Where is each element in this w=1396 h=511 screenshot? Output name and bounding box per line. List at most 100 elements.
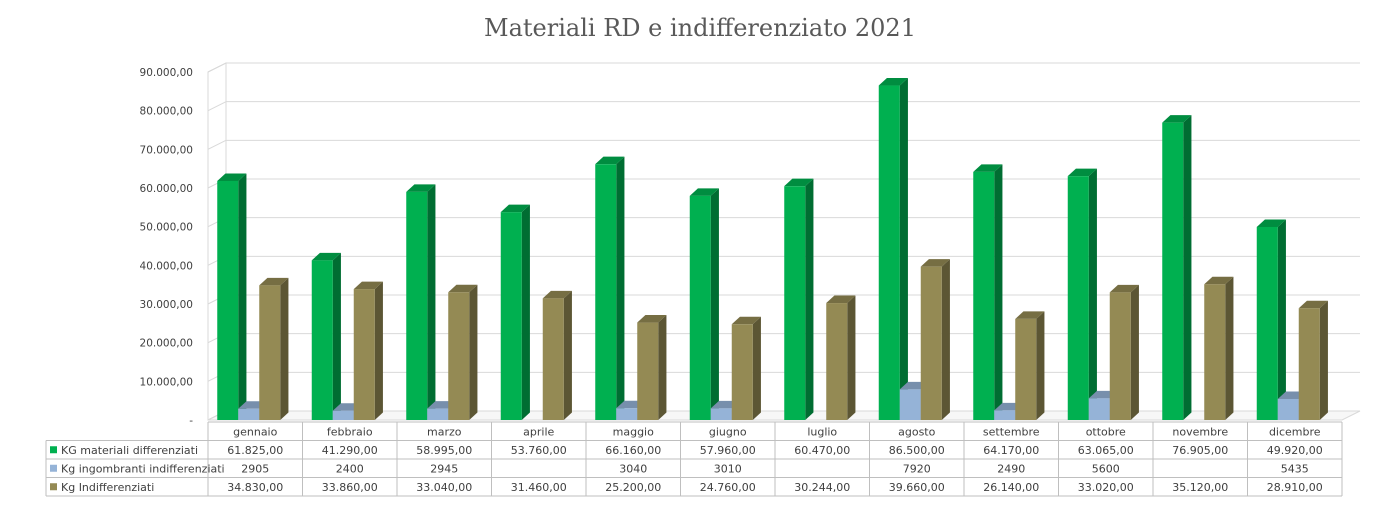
legend-label: Kg Indifferenziati: [61, 481, 154, 494]
bar-front: [731, 324, 753, 420]
bar: [217, 173, 247, 420]
data-label: 25.200,00: [605, 481, 661, 494]
gridline-depth: [207, 139, 227, 150]
legend-label: Kg ingombranti indifferenziati: [61, 463, 225, 476]
bar-front: [1067, 176, 1089, 420]
bar-front: [1109, 292, 1131, 420]
data-label: 86.500,00: [889, 444, 945, 457]
bar-side: [658, 315, 667, 420]
bar: [784, 178, 814, 420]
bar-side: [1130, 284, 1139, 420]
bar-side: [994, 164, 1003, 420]
data-label: 60.470,00: [794, 444, 850, 457]
bar-top: [1162, 115, 1192, 123]
y-tick-label: 60.000,00: [140, 183, 193, 195]
data-label: 57.960,00: [700, 444, 756, 457]
bar-top: [1298, 300, 1328, 309]
bar: [826, 295, 856, 420]
bar: [1162, 115, 1192, 420]
bar-side: [616, 156, 625, 420]
bar-top: [406, 184, 436, 192]
bar-side: [899, 78, 908, 421]
data-label: 66.160,00: [605, 444, 661, 457]
x-tick-label: maggio: [613, 426, 654, 439]
bar-top: [1067, 168, 1097, 177]
bar-top: [500, 204, 530, 213]
bar-front: [217, 180, 239, 420]
bar: [878, 78, 908, 421]
bar-side: [1319, 300, 1328, 420]
bar-front: [920, 266, 942, 420]
bar-top: [595, 156, 625, 165]
data-label: 5600: [1092, 463, 1120, 476]
bar-front: [427, 408, 449, 420]
bar-top: [689, 188, 719, 196]
data-label: 3010: [714, 463, 742, 476]
bar-front: [616, 408, 638, 420]
x-tick-label: giugno: [709, 426, 747, 439]
bar-front: [1162, 122, 1184, 420]
bar-front: [637, 322, 659, 420]
bar: [448, 284, 478, 420]
x-tick-label: aprile: [523, 426, 554, 439]
bar-top: [542, 290, 572, 299]
y-tick-label: 30.000,00: [140, 299, 193, 311]
bar-front: [332, 410, 354, 420]
bar-side: [1183, 115, 1192, 420]
bar: [731, 316, 761, 420]
bar-side: [805, 178, 814, 420]
x-tick-label: luglio: [807, 426, 837, 439]
bar-top: [731, 316, 761, 325]
data-table: gennaio febbraio marzo aprile maggio giugno lu…: [45, 421, 1343, 497]
bar-front: [500, 212, 522, 420]
bar: [595, 156, 625, 420]
bar: [500, 204, 530, 420]
bar: [973, 164, 1003, 420]
data-label: 33.860,00: [322, 481, 378, 494]
bar-top: [826, 295, 856, 304]
x-tick-label: agosto: [898, 426, 935, 439]
bar-front: [595, 164, 617, 420]
data-label: 64.170,00: [983, 444, 1039, 457]
bar-top: [217, 173, 247, 181]
bar-top: [1204, 276, 1234, 285]
x-tick-label: novembre: [1172, 426, 1228, 439]
data-label: 61.825,00: [227, 444, 283, 457]
data-label: 39.660,00: [889, 481, 945, 494]
bar-side: [1277, 219, 1286, 420]
bar-top: [353, 281, 383, 290]
bar: [1256, 219, 1286, 420]
bar-front: [259, 285, 281, 420]
bar-top: [259, 277, 289, 286]
y-axis-ticks: - 10.000,00 20.000,00 30.000,00 40.000,00 50.…: [140, 67, 194, 427]
bar: [1015, 311, 1045, 420]
bar-side: [1225, 276, 1234, 420]
bar-side: [280, 277, 289, 420]
chart-title: Materiali RD e indifferenziato 2021: [484, 14, 916, 42]
bar-side: [374, 281, 383, 420]
bar-top: [311, 252, 341, 261]
data-label: 49.920,00: [1267, 444, 1323, 457]
x-tick-label: settembre: [983, 426, 1040, 439]
bar: [311, 252, 341, 420]
bar: [1109, 284, 1139, 420]
bar-top: [973, 164, 1003, 172]
bar-side: [752, 316, 761, 420]
y-tick-label: 40.000,00: [140, 260, 193, 272]
x-tick-label: gennaio: [233, 426, 277, 439]
bar-side: [1088, 168, 1097, 420]
x-tick-label: marzo: [427, 426, 462, 439]
data-label: 53.760,00: [511, 444, 567, 457]
bar: [1067, 168, 1097, 420]
bar-front: [784, 186, 806, 420]
bar-side: [238, 173, 247, 420]
data-label: 63.065,00: [1078, 444, 1134, 457]
bar-front: [311, 260, 333, 420]
bar: [406, 184, 436, 420]
bar-front: [542, 298, 564, 420]
data-label: 33.020,00: [1078, 481, 1134, 494]
x-tick-label: febbraio: [327, 426, 373, 439]
bar-front: [1204, 284, 1226, 420]
